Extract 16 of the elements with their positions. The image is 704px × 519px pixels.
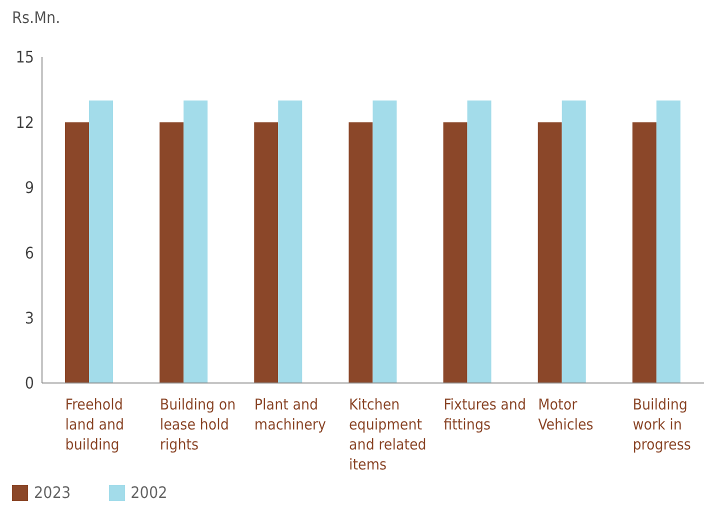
y-tick-label: 9 [24,178,34,198]
legend-label: 2023 [34,483,71,502]
x-tick-label: Kitchen equipment and related items [349,396,426,474]
x-tick-label: Fixtures and fittings [444,396,526,434]
y-axis-title: Rs.Mn. [12,8,60,27]
y-tick-label: 3 [24,308,34,328]
y-tick-label: 0 [24,374,34,393]
x-tick-label: Motor Vehicles [538,396,594,434]
y-tick-label: 6 [24,243,34,262]
x-tick-label: Plant and machinery [254,396,326,434]
legend-label: 2002 [130,483,168,502]
x-tick-label: Building work in progress [632,396,691,454]
x-tick-label: Building on lease hold rights [160,396,236,454]
x-tick-label: Freehold land and building [65,396,124,454]
y-tick-label: 12 [16,112,34,132]
y-tick-label: 15 [16,48,34,67]
